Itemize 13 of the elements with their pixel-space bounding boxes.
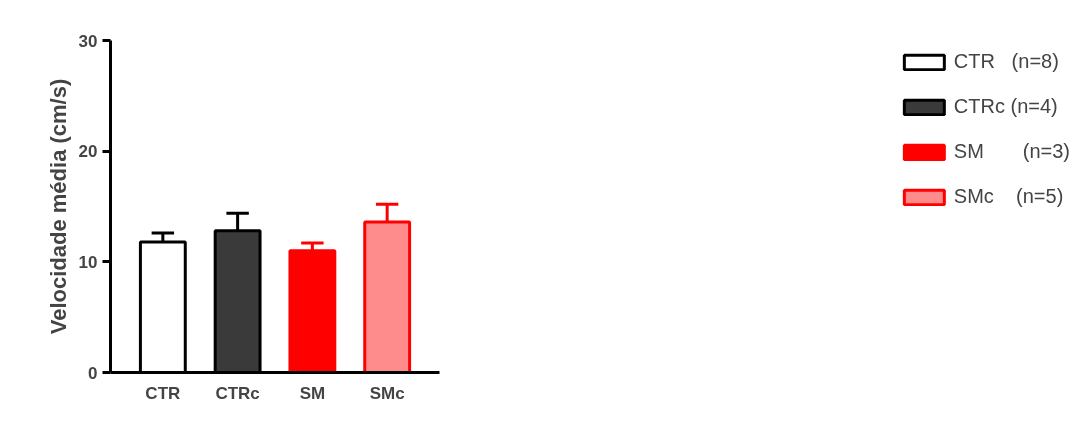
x-tick-label: CTRc xyxy=(215,383,260,403)
legend-label: SM (n=3) xyxy=(953,140,1070,163)
x-tick-label: SMc xyxy=(369,383,405,403)
x-tick-label: SM xyxy=(299,383,326,403)
y-tick-label: 20 xyxy=(78,142,98,162)
legend-label: SMc (n=5) xyxy=(953,185,1064,208)
y-axis-title: Velocidade média (cm/s) xyxy=(45,78,71,335)
x-tick-label: CTR xyxy=(145,383,181,403)
legend-label: CTR (n=8) xyxy=(953,50,1059,73)
y-tick-label: 10 xyxy=(78,252,98,272)
legend-label: CTRc (n=4) xyxy=(953,95,1058,118)
y-tick-label: 0 xyxy=(88,363,98,383)
y-tick-label: 30 xyxy=(78,31,98,51)
